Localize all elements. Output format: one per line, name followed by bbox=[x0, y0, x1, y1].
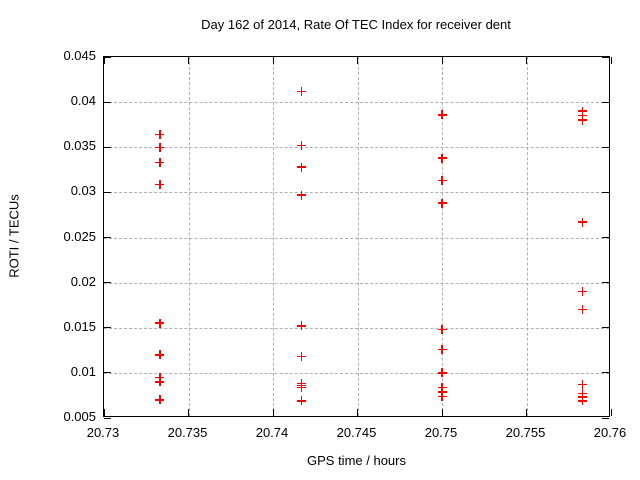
x-tick-label: 20.76 bbox=[593, 425, 627, 440]
y-tick-mark-right bbox=[602, 282, 609, 284]
x-tick-label: 20.75 bbox=[424, 425, 458, 440]
y-tick-mark-left bbox=[104, 237, 111, 238]
data-point-marker bbox=[437, 391, 447, 401]
y-tick-mark-left bbox=[104, 282, 111, 284]
data-point-marker bbox=[155, 179, 165, 189]
data-point-marker bbox=[577, 111, 587, 121]
y-gridline bbox=[104, 102, 609, 104]
x-tick-label: 20.755 bbox=[505, 425, 546, 440]
x-tick-mark-bottom bbox=[357, 409, 358, 416]
y-gridline bbox=[104, 192, 609, 194]
y-tick-mark-right bbox=[602, 237, 609, 238]
x-gridline bbox=[526, 57, 528, 416]
data-point-marker bbox=[437, 110, 447, 120]
data-point-marker bbox=[437, 344, 447, 354]
y-tick-mark-right bbox=[602, 417, 609, 419]
data-point-marker bbox=[297, 190, 307, 200]
x-tick-mark-top bbox=[441, 57, 443, 64]
x-tick-mark-bottom bbox=[272, 409, 274, 416]
y-tick-label: 0.035 bbox=[63, 138, 96, 154]
y-tick-mark-left bbox=[104, 191, 111, 193]
x-tick-mark-top bbox=[357, 57, 358, 64]
x-tick-mark-bottom bbox=[188, 409, 189, 416]
data-point-marker bbox=[155, 372, 165, 382]
data-point-marker bbox=[297, 86, 307, 96]
data-point-marker bbox=[577, 287, 587, 297]
y-tick-mark-left bbox=[104, 56, 111, 58]
data-point-marker bbox=[155, 130, 165, 140]
data-point-marker bbox=[155, 158, 165, 168]
x-gridline bbox=[357, 57, 359, 416]
y-tick-label: 0.03 bbox=[70, 183, 96, 199]
y-gridline bbox=[104, 237, 609, 239]
data-point-marker bbox=[297, 140, 307, 150]
y-tick-label: 0.02 bbox=[70, 273, 96, 289]
y-gridline bbox=[104, 282, 609, 284]
data-point-marker bbox=[437, 153, 447, 163]
data-point-marker bbox=[297, 162, 307, 172]
y-tick-label: 0.015 bbox=[63, 318, 96, 334]
x-tick-label: 20.735 bbox=[167, 425, 208, 440]
plot-area bbox=[103, 56, 612, 419]
data-point-marker bbox=[155, 350, 165, 360]
y-gridline bbox=[104, 327, 609, 329]
y-tick-mark-left bbox=[104, 101, 111, 103]
y-tick-label: 0.045 bbox=[63, 48, 96, 63]
x-tick-mark-top bbox=[188, 57, 189, 64]
data-point-marker bbox=[297, 352, 307, 362]
data-point-marker bbox=[437, 176, 447, 186]
y-gridline bbox=[104, 147, 609, 149]
data-point-marker bbox=[437, 325, 447, 335]
x-gridline bbox=[442, 57, 443, 416]
y-tick-mark-right bbox=[602, 327, 609, 329]
data-point-marker bbox=[297, 382, 307, 392]
data-point-marker bbox=[577, 380, 587, 390]
y-axis-label: ROTI / TECUs bbox=[6, 194, 22, 278]
y-tick-mark-left bbox=[104, 146, 111, 148]
data-point-marker bbox=[577, 115, 587, 125]
x-tick-label: 20.745 bbox=[336, 425, 377, 440]
x-gridline bbox=[273, 57, 274, 416]
data-point-marker bbox=[297, 321, 307, 331]
x-tick-mark-bottom bbox=[103, 409, 105, 416]
x-tick-mark-top bbox=[272, 57, 274, 64]
data-point-marker bbox=[155, 395, 165, 405]
data-point-marker bbox=[155, 142, 165, 152]
y-tick-mark-left bbox=[104, 417, 111, 419]
data-point-marker bbox=[437, 387, 447, 397]
y-tick-mark-right bbox=[602, 56, 609, 58]
x-tick-mark-bottom bbox=[610, 409, 612, 416]
x-tick-label: 20.74 bbox=[255, 425, 289, 440]
data-point-marker bbox=[577, 217, 587, 227]
data-point-marker bbox=[577, 106, 587, 116]
y-tick-label: 0.025 bbox=[63, 228, 96, 244]
y-gridline bbox=[104, 372, 609, 374]
data-point-marker bbox=[577, 305, 587, 315]
data-point-marker bbox=[297, 396, 307, 406]
data-point-marker bbox=[577, 396, 587, 406]
y-tick-label: 0.04 bbox=[70, 93, 96, 109]
x-tick-label: 20.73 bbox=[86, 425, 120, 440]
data-point-marker bbox=[155, 377, 165, 387]
chart-title: Day 162 of 2014, Rate Of TEC Index for r… bbox=[201, 17, 511, 32]
y-tick-label: 0.005 bbox=[63, 409, 96, 424]
y-tick-mark-right bbox=[602, 191, 609, 193]
x-gridline bbox=[188, 57, 190, 416]
x-tick-mark-top bbox=[610, 57, 612, 64]
data-point-marker bbox=[155, 318, 165, 328]
y-tick-mark-left bbox=[104, 372, 111, 374]
x-tick-mark-top bbox=[526, 57, 527, 64]
data-point-marker bbox=[437, 198, 447, 208]
data-point-marker bbox=[437, 368, 447, 378]
x-axis-label: GPS time / hours bbox=[307, 453, 406, 468]
x-tick-mark-bottom bbox=[526, 409, 527, 416]
y-tick-mark-left bbox=[104, 327, 111, 329]
y-tick-mark-right bbox=[602, 372, 609, 374]
x-tick-mark-bottom bbox=[441, 409, 443, 416]
y-tick-mark-right bbox=[602, 101, 609, 103]
y-tick-mark-right bbox=[602, 146, 609, 148]
y-tick-label: 0.01 bbox=[70, 363, 96, 379]
x-tick-mark-top bbox=[103, 57, 105, 64]
